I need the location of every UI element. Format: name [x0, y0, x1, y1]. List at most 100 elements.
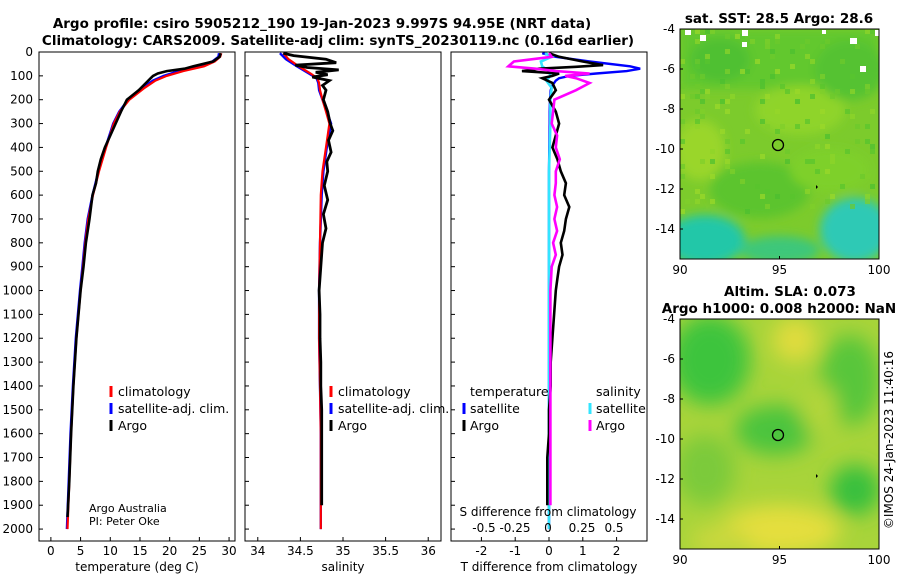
sst-pixel	[850, 74, 855, 79]
sst-pixel	[735, 34, 740, 39]
profile-location-marker	[771, 138, 785, 152]
sst-pixel	[870, 144, 875, 149]
sst-pixel	[715, 104, 720, 109]
s-diff-tick: 0.25	[569, 521, 596, 535]
sst-pixel	[725, 109, 730, 114]
temp-tick-label: 5	[77, 544, 85, 558]
s-diff-tick: -0.5	[472, 521, 495, 535]
temp-tick-label: 20	[162, 544, 177, 558]
depth-tick-label: 1500	[2, 403, 33, 417]
salinity-xlabel: salinity	[321, 560, 364, 574]
sst-pixel	[680, 119, 685, 124]
depth-tick-label: 1600	[2, 427, 33, 441]
depth-tick-label: 1100	[2, 307, 33, 321]
map-lat-label: -4	[663, 22, 675, 36]
sst-map-title: sat. SST: 28.5 Argo: 28.6	[685, 11, 873, 27]
credit-line2: PI: Peter Oke	[89, 515, 160, 528]
diff-tick-label: -2	[475, 544, 487, 558]
sst-pixel	[745, 209, 750, 214]
sst-pixel	[785, 89, 790, 94]
sst-pixel	[790, 194, 795, 199]
sst-pixel	[725, 149, 730, 154]
sst-pixel	[815, 169, 820, 174]
temperature-legend: climatology satellite-adj. clim. Argo	[109, 384, 229, 433]
depth-tick-label: 300	[10, 117, 33, 131]
sst-pixel	[810, 204, 815, 209]
sst-pixel	[830, 154, 835, 159]
sst-pixel	[720, 129, 725, 134]
sst-pixel	[775, 39, 780, 44]
sst-pixel	[855, 154, 860, 159]
sal-tick-label: 34.5	[287, 544, 314, 558]
sst-pixel	[685, 199, 690, 204]
map-lon-label: 95	[772, 263, 787, 277]
depth-tick-label: 500	[10, 164, 33, 178]
map-lon-label: 90	[672, 263, 687, 277]
sst-pixel	[725, 34, 730, 39]
sst-pixel	[820, 134, 825, 139]
sst-pixel	[765, 204, 770, 209]
difference-xlabel: T difference from climatology	[460, 560, 638, 574]
depth-tick-label: 100	[10, 69, 33, 83]
sst-pixel	[710, 159, 715, 164]
map-lat-label: -6	[663, 352, 675, 366]
sst-pixel	[765, 44, 770, 49]
sst-pixel	[695, 29, 700, 34]
sst-pixel	[735, 29, 740, 34]
map-lat-label: -8	[663, 392, 675, 406]
sst-pixel	[725, 49, 730, 54]
sst-pixel	[790, 49, 795, 54]
temp-tick-label: 15	[132, 544, 147, 558]
sst-pixel	[805, 119, 810, 124]
sst-pixel	[775, 129, 780, 134]
sst-pixel	[740, 139, 745, 144]
s-diff-tick: -0.25	[499, 521, 530, 535]
sst-map-panel: sat. SST: 28.5 Argo: 28.6	[655, 11, 890, 277]
temp-satellite-line	[65, 53, 221, 530]
sst-pixel	[820, 44, 825, 49]
map-lon-label: 100	[868, 263, 891, 277]
sst-pixel	[795, 99, 800, 104]
sst-pixel	[695, 199, 700, 204]
legend-t-argo: Argo	[470, 418, 499, 433]
sst-pixel	[760, 99, 765, 104]
diff-tick-label: 2	[613, 544, 621, 558]
salinity-panel: 34 34.5 35 35.5 36 salinity climatology sate…	[244, 51, 449, 574]
temp-climatology-line	[66, 52, 223, 530]
sal-tick-label: 34	[250, 544, 265, 558]
depth-tick-label: 700	[10, 212, 33, 226]
sst-pixel	[870, 109, 875, 114]
map-lon-label: 95	[772, 553, 787, 567]
map-lat-label: -6	[663, 62, 675, 76]
sst-pixel	[800, 94, 805, 99]
figure-title-line2: Climatology: CARS2009. Satellite-adj cli…	[42, 33, 634, 49]
sst-pixel	[850, 89, 855, 94]
sst-pixel	[810, 94, 815, 99]
sst-pixel	[855, 124, 860, 129]
sst-pixel	[700, 159, 705, 164]
sst-pixel	[775, 104, 780, 109]
difference-panel: -2 -1 0 1 2 T difference from climatology S …	[450, 51, 648, 574]
temperature-xlabel: temperature (deg C)	[75, 560, 198, 574]
temp-argo-line	[66, 52, 222, 518]
sla-map-ticks: 90 95 100 -4 -6 -8 -10 -12 -14	[655, 312, 890, 567]
sst-pixel	[745, 129, 750, 134]
sst-pixel	[725, 159, 730, 164]
sst-pixel	[765, 109, 770, 114]
sst-pixel	[780, 124, 785, 129]
sst-pixel	[740, 69, 745, 74]
legend-argo: Argo	[118, 418, 147, 433]
sst-pixel	[850, 204, 855, 209]
sst-pixel	[770, 49, 775, 54]
sst-pixel	[720, 99, 725, 104]
temperature-panel: 0100200300400500600700800900100011001200…	[2, 45, 236, 574]
sst-pixel	[720, 79, 725, 84]
sst-pixel	[700, 89, 705, 94]
sst-pixel	[855, 44, 860, 49]
sst-pixel	[805, 159, 810, 164]
sla-map-panel: Altim. SLA: 0.073 Argo h1000: 0.008 h200…	[655, 284, 896, 567]
depth-tick-label: 800	[10, 236, 33, 250]
diff-temp-argo-line	[521, 52, 604, 506]
sst-pixel	[805, 189, 810, 194]
